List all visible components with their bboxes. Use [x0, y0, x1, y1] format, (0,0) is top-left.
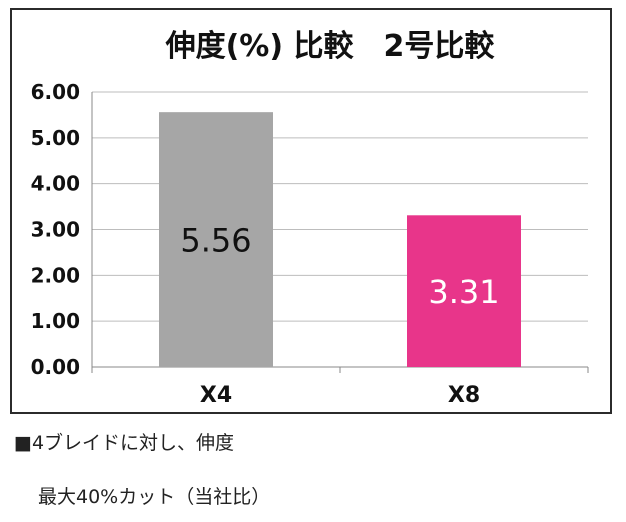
bar-x8 — [407, 215, 521, 367]
x-axis-ticks: X4 X8 — [200, 383, 480, 408]
y-tick-label: 1.00 — [31, 309, 80, 333]
y-tick-label: 0.00 — [31, 355, 80, 379]
x-tick-label: X8 — [448, 383, 480, 408]
chart-title: 伸度(%) 比較 2号比較 — [165, 29, 496, 64]
data-label: 5.56 — [180, 222, 251, 260]
y-tick-label: 4.00 — [31, 172, 80, 196]
y-tick-label: 2.00 — [31, 263, 80, 287]
bars — [159, 112, 521, 368]
chart-frame — [10, 8, 612, 414]
note-line-2: 最大40%カット（当社比） — [38, 486, 271, 508]
x-tick-label: X4 — [200, 383, 232, 408]
note-line-1: ■4ブレイドに対し、伸度 — [14, 432, 235, 454]
bar-x4 — [159, 112, 273, 368]
y-tick-label: 3.00 — [31, 218, 80, 242]
y-axis-ticks: 0.00 1.00 2.00 3.00 4.00 5.00 6.00 — [31, 80, 80, 379]
value-labels: 5.56 3.31 — [180, 222, 499, 312]
y-tick-label: 5.00 — [31, 126, 80, 150]
y-tick-label: 6.00 — [31, 80, 80, 104]
data-label: 3.31 — [428, 273, 499, 311]
bar-chart: 伸度(%) 比較 2号比較 0.00 1.00 2.00 3.00 4.00 5.00 6.… — [31, 29, 589, 408]
